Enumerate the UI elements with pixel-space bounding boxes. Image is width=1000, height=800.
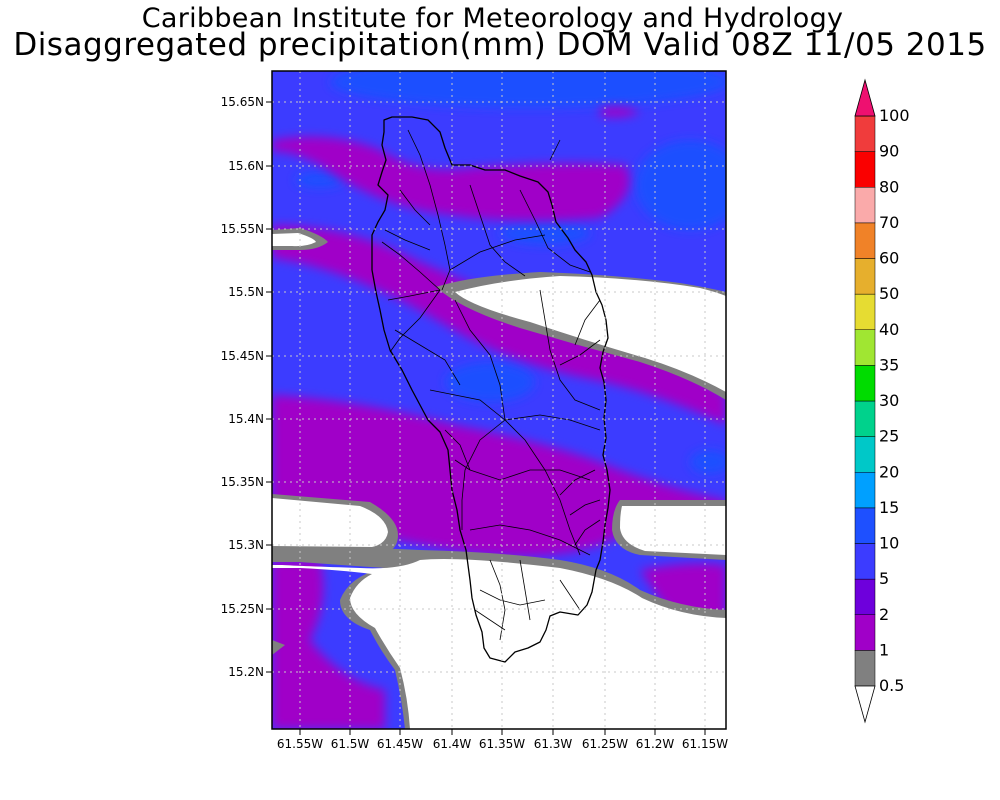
colorbar-box xyxy=(854,222,876,259)
lon-label: 61.35W xyxy=(479,737,525,751)
lon-label: 61.15W xyxy=(682,737,728,751)
colorbar-box xyxy=(854,258,876,295)
colorbar-label: 2 xyxy=(879,605,889,624)
latitude-labels: 15.65N 15.6N 15.55N 15.5N 15.45N 15.4N 1… xyxy=(221,95,264,679)
precip-field xyxy=(272,71,726,729)
colorbar-label: 35 xyxy=(879,355,899,374)
colorbar-label: 10 xyxy=(879,534,899,553)
colorbar-box xyxy=(854,650,876,687)
lat-label: 15.2N xyxy=(228,665,264,679)
colorbar-label: 25 xyxy=(879,427,899,446)
colorbar-label: 1 xyxy=(879,640,889,659)
lat-label: 15.45N xyxy=(221,349,264,363)
lon-label: 61.5W xyxy=(331,737,370,751)
colorbar-label: 0.5 xyxy=(879,676,904,695)
lon-label: 61.2W xyxy=(636,737,675,751)
colorbar-box xyxy=(854,507,876,544)
colorbar-overflow-arrow xyxy=(854,78,876,117)
lat-label: 15.3N xyxy=(228,538,264,552)
lon-label: 61.3W xyxy=(534,737,573,751)
subtitle: Disaggregated precipitation(mm) DOM Vali… xyxy=(13,27,987,63)
colorbar-box xyxy=(854,187,876,224)
colorbar-box xyxy=(854,293,876,330)
colorbar-box xyxy=(854,151,876,188)
title: Caribbean Institute for Meteorology and … xyxy=(141,3,844,34)
precip-below-threshold xyxy=(272,233,726,729)
lon-label: 61.45W xyxy=(377,737,423,751)
tick-marks xyxy=(266,101,706,735)
colorbar-box xyxy=(854,400,876,437)
lon-label: 61.55W xyxy=(277,737,323,751)
lon-label: 61.25W xyxy=(582,737,628,751)
colorbar-label: 70 xyxy=(879,213,899,232)
colorbar-label: 40 xyxy=(879,320,899,339)
longitude-labels: 61.55W 61.5W 61.45W 61.4W 61.35W 61.3W 6… xyxy=(277,737,728,751)
lat-label: 15.5N xyxy=(228,285,264,299)
lat-label: 15.35N xyxy=(221,475,264,489)
colorbar-label: 100 xyxy=(879,106,910,125)
colorbar-box xyxy=(854,115,876,152)
colorbar-label: 80 xyxy=(879,177,899,196)
colorbar-label: 60 xyxy=(879,249,899,268)
colorbar-box xyxy=(854,365,876,402)
colorbar-underflow-arrow xyxy=(854,685,876,724)
lat-label: 15.4N xyxy=(228,412,264,426)
precip-10mm-patches xyxy=(295,71,726,474)
colorbar-box xyxy=(854,578,876,615)
colorbar-box xyxy=(854,329,876,366)
map-frame xyxy=(271,70,727,730)
colorbar-label: 5 xyxy=(879,569,889,588)
colorbar-label: 30 xyxy=(879,391,899,410)
colorbar-label: 50 xyxy=(879,284,899,303)
colorbar-box xyxy=(854,614,876,651)
colorbar-label: 15 xyxy=(879,498,899,517)
colorbar-box xyxy=(854,472,876,509)
rivers xyxy=(381,129,601,641)
gridlines xyxy=(272,71,726,729)
lat-label: 15.25N xyxy=(221,602,264,616)
lat-label: 15.6N xyxy=(228,159,264,173)
island-outline xyxy=(371,116,611,663)
colorbar-box xyxy=(854,436,876,473)
colorbar-label: 90 xyxy=(879,142,899,161)
lat-label: 15.65N xyxy=(221,95,264,109)
colorbar-label: 20 xyxy=(879,462,899,481)
colorbar-box xyxy=(854,543,876,580)
lat-label: 15.55N xyxy=(221,222,264,236)
lon-label: 61.4W xyxy=(433,737,472,751)
